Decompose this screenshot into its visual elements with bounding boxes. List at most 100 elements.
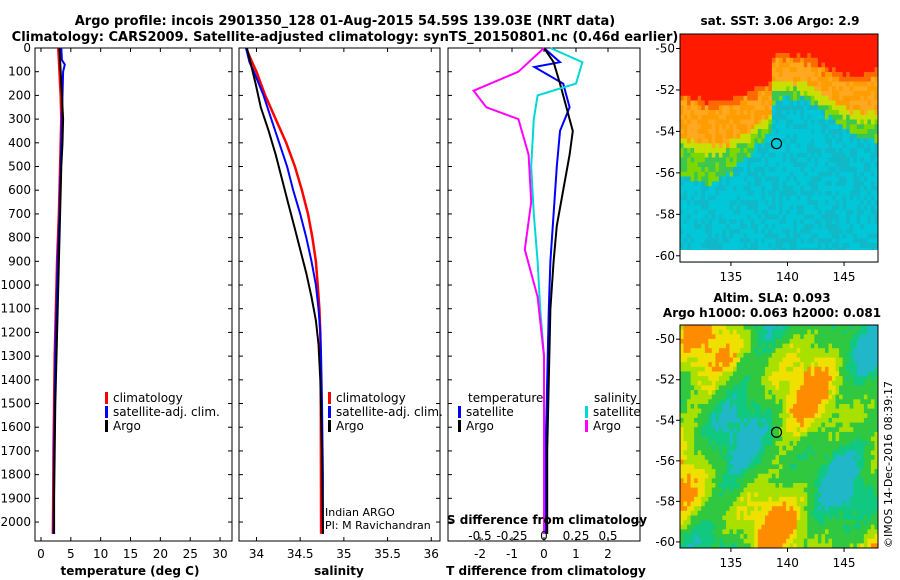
map-cell — [718, 143, 723, 149]
map-cell — [701, 76, 706, 83]
map-cell — [867, 352, 872, 358]
map-cell — [697, 148, 702, 154]
map-cell — [835, 450, 840, 456]
map-cell — [863, 209, 868, 216]
map-cell — [736, 450, 741, 456]
map-cell — [747, 167, 752, 173]
map-cell — [701, 205, 706, 211]
map-cell — [733, 214, 737, 220]
map-cell — [814, 157, 819, 163]
map-cell — [697, 228, 702, 235]
map-cell — [722, 86, 727, 92]
map-cell — [856, 86, 861, 92]
map-cell — [768, 124, 773, 130]
map-cell — [718, 352, 723, 358]
map-cell — [680, 445, 684, 451]
map-cell — [856, 186, 861, 192]
map-cell — [740, 157, 745, 163]
map-cell — [782, 228, 787, 235]
map-cell — [821, 209, 826, 216]
map-cell — [803, 459, 808, 465]
map-cell — [832, 95, 836, 102]
map-cell — [726, 133, 730, 140]
map-cell — [817, 200, 822, 206]
map-cell — [853, 133, 858, 140]
map-cell — [856, 487, 861, 493]
map-cell — [694, 219, 699, 225]
map-cell — [810, 190, 815, 197]
map-cell — [701, 38, 706, 45]
map-cell — [708, 114, 713, 121]
map-cell — [687, 483, 692, 489]
map-cell — [697, 366, 702, 372]
map-cell — [694, 205, 699, 211]
map-cell — [814, 422, 819, 428]
map-cell — [786, 338, 791, 344]
map-cell — [694, 228, 699, 235]
map-cell — [814, 81, 819, 87]
map-cell — [743, 371, 748, 377]
map-cell — [708, 67, 713, 73]
map-cell — [853, 81, 858, 87]
map-cell — [814, 459, 819, 465]
map-cell — [817, 186, 822, 192]
map-cell — [736, 487, 741, 493]
map-cell — [835, 445, 840, 451]
map-cell — [754, 445, 759, 451]
map-cell — [757, 34, 762, 40]
map-cell — [814, 124, 819, 130]
map-cell — [711, 362, 716, 368]
map-cell — [800, 209, 805, 216]
map-cell — [814, 427, 819, 433]
map-cell — [803, 357, 808, 363]
map-cell — [771, 233, 776, 239]
map-cell — [874, 129, 879, 135]
map-cell — [701, 380, 706, 386]
map-cell — [726, 119, 730, 125]
map-cell — [747, 464, 752, 470]
map-cell — [743, 186, 748, 192]
map-cell — [817, 422, 822, 428]
map-cell — [786, 209, 791, 216]
map-cell — [680, 157, 684, 163]
map-cell — [750, 133, 755, 140]
map-cell — [825, 487, 829, 493]
map-cell — [711, 209, 716, 216]
map-cell — [779, 380, 783, 386]
map-cell — [810, 362, 815, 368]
map-cell — [817, 380, 822, 386]
map-cell — [874, 100, 879, 106]
map-cell — [771, 205, 776, 211]
map-cell — [846, 105, 851, 111]
map-cell — [683, 371, 688, 377]
map-cell — [708, 427, 713, 433]
map-cell — [803, 228, 808, 235]
map-cell — [846, 100, 851, 106]
map-cell — [782, 366, 787, 372]
map-cell — [701, 243, 706, 249]
map-cell — [729, 214, 734, 220]
map-cell — [846, 473, 851, 479]
map-cell — [786, 138, 791, 144]
map-cell — [842, 195, 847, 201]
map-cell — [860, 362, 865, 368]
map-cell — [715, 399, 720, 405]
map-cell — [828, 478, 833, 484]
map-cell — [697, 362, 702, 368]
map-cell — [779, 157, 783, 163]
map-cell — [849, 124, 854, 130]
map-cell — [821, 436, 826, 442]
map-cell — [680, 329, 684, 335]
map-cell — [860, 469, 865, 475]
map-cell — [825, 148, 829, 154]
map-cell — [793, 214, 798, 220]
map-cell — [793, 338, 798, 344]
map-cell — [821, 138, 826, 144]
map-cell — [771, 338, 776, 344]
map-cell — [726, 205, 730, 211]
map-cell — [736, 352, 741, 358]
map-cell — [711, 190, 716, 197]
map-cell — [722, 171, 727, 178]
map-cell — [786, 148, 791, 154]
map-cell — [761, 455, 766, 461]
